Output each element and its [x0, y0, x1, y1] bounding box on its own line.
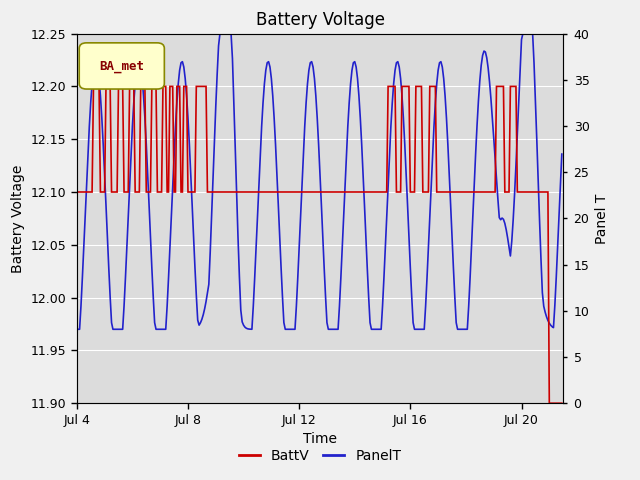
X-axis label: Time: Time [303, 432, 337, 446]
Y-axis label: Battery Voltage: Battery Voltage [11, 164, 25, 273]
Y-axis label: Panel T: Panel T [595, 193, 609, 243]
Legend: BattV, PanelT: BattV, PanelT [233, 443, 407, 468]
FancyBboxPatch shape [79, 43, 164, 89]
Text: BA_met: BA_met [100, 60, 145, 72]
Title: Battery Voltage: Battery Voltage [255, 11, 385, 29]
